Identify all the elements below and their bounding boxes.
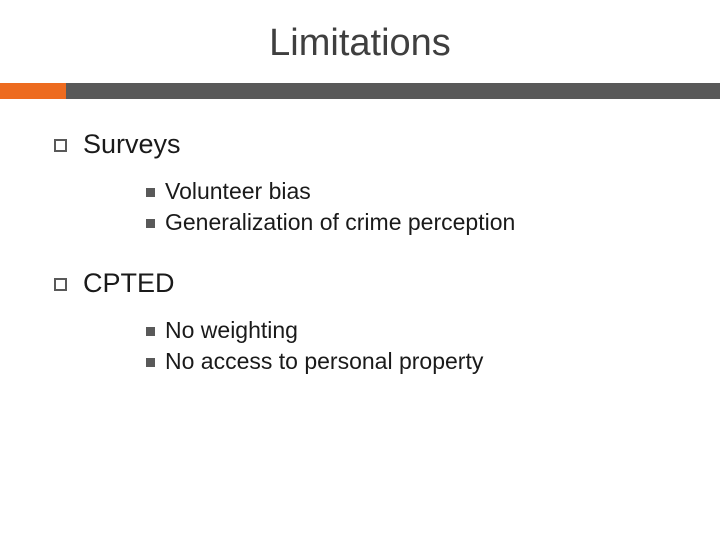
list-item: No weighting (146, 317, 720, 344)
slide-title: Limitations (269, 22, 451, 64)
title-area: Limitations (0, 0, 720, 83)
solid-square-icon (146, 358, 155, 367)
divider-accent (0, 83, 66, 99)
content-area: Surveys Volunteer bias Generalization of… (0, 99, 720, 407)
sub-item-label: Generalization of crime perception (165, 209, 515, 236)
sub-item-label: Volunteer bias (165, 178, 311, 205)
solid-square-icon (146, 188, 155, 197)
open-square-icon (54, 278, 67, 291)
open-square-icon (54, 139, 67, 152)
sub-list-cpted: No weighting No access to personal prope… (54, 311, 720, 407)
sub-item-label: No access to personal property (165, 348, 483, 375)
section-label: Surveys (83, 129, 181, 160)
section-cpted: CPTED (54, 268, 720, 299)
section-surveys: Surveys (54, 129, 720, 160)
sub-item-label: No weighting (165, 317, 298, 344)
solid-square-icon (146, 219, 155, 228)
section-label: CPTED (83, 268, 175, 299)
sub-list-surveys: Volunteer bias Generalization of crime p… (54, 172, 720, 268)
list-item: Generalization of crime perception (146, 209, 720, 236)
list-item: No access to personal property (146, 348, 720, 375)
solid-square-icon (146, 327, 155, 336)
list-item: Volunteer bias (146, 178, 720, 205)
divider-bar (0, 83, 720, 99)
